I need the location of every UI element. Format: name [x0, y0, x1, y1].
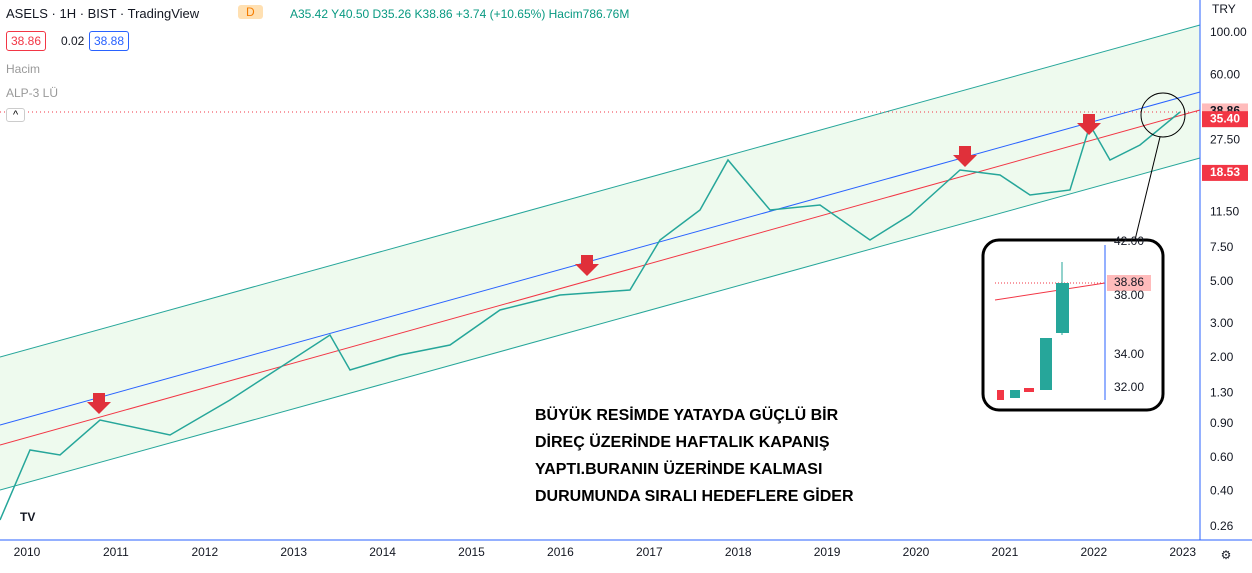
- year-label: 2019: [814, 545, 841, 559]
- inset-label: 32.00: [1114, 380, 1144, 394]
- year-label: 2016: [547, 545, 574, 559]
- annotation: BÜYÜK RESİMDE YATAYDA GÜÇLÜ BİR DİREÇ ÜZE…: [535, 402, 854, 510]
- price-tick-label: 3.00: [1210, 316, 1234, 330]
- inset-label: 42.00: [1114, 234, 1144, 248]
- price-tick-label: 5.00: [1210, 274, 1234, 288]
- price-tick-label: 1.30: [1210, 386, 1234, 400]
- price-tick-label: 60.00: [1210, 68, 1240, 82]
- price-tick-label: 0.60: [1210, 450, 1234, 464]
- tv-logo: TV: [20, 510, 35, 524]
- inset-candles: [994, 245, 1106, 400]
- price-tick-label: 11.50: [1210, 205, 1239, 219]
- year-label: 2020: [903, 545, 930, 559]
- inset-label: 34.00: [1114, 347, 1144, 361]
- year-label: 2017: [636, 545, 663, 559]
- price-tick-label: 0.26: [1210, 519, 1234, 533]
- resistance-line: [0, 91, 1201, 426]
- price-tick-label: 0.90: [1210, 416, 1234, 430]
- badge: D: [238, 5, 263, 19]
- arrows: [87, 114, 1101, 414]
- price-tick-label: 27.50: [1210, 132, 1240, 146]
- annotation-line: BÜYÜK RESİMDE YATAYDA GÜÇLÜ BİR: [535, 407, 839, 424]
- annotation-line: YAPTI.BURANIN ÜZERİNDE KALMASI: [535, 461, 823, 478]
- price-tick-label: 0.40: [1210, 483, 1234, 497]
- year-label: 2012: [191, 545, 218, 559]
- spread: 0.02: [61, 34, 85, 48]
- inset-label: 38.86: [1114, 275, 1144, 289]
- highlight-circle: [1140, 92, 1186, 138]
- channel-fill: [0, 25, 1200, 490]
- bid[interactable]: 38.86: [6, 31, 47, 51]
- channel-top: [0, 24, 1201, 358]
- annotation-line: DİREÇ ÜZERİNDE HAFTALIK KAPANIŞ: [535, 434, 830, 451]
- connector: [1134, 136, 1161, 241]
- indicator[interactable]: ALP-3 LÜ: [6, 86, 59, 100]
- price-tick-label: 2.00: [1210, 350, 1234, 364]
- year-label: 2014: [369, 545, 396, 559]
- symbol: ASELS · 1H · BIST · TradingView: [6, 6, 200, 21]
- inset-label: 38.00: [1114, 288, 1144, 302]
- price-tick-label: 100.00: [1210, 25, 1247, 39]
- collapse-button[interactable]: ^: [6, 108, 26, 122]
- year-label: 2022: [1080, 545, 1107, 559]
- indicator[interactable]: Hacim: [6, 62, 41, 76]
- ask[interactable]: 38.88: [89, 31, 130, 51]
- year-label: 2011: [103, 545, 129, 559]
- ohlc: A35.42 Y40.50 D35.26 K38.86 +3.74 (+10.6…: [290, 7, 630, 21]
- price-badge: [1202, 164, 1248, 181]
- price-tick-label: 7.50: [1210, 240, 1234, 254]
- year-label: 2013: [280, 545, 307, 559]
- year-label: 2010: [14, 545, 41, 559]
- channel-bottom: [0, 157, 1201, 491]
- mid-line: [0, 109, 1201, 446]
- price-badge-label: 18.53: [1210, 165, 1240, 179]
- year-label: 2018: [725, 545, 752, 559]
- year-label: 2021: [992, 545, 1019, 559]
- year-label: 2015: [458, 545, 485, 559]
- annotation-line: DURUMUNDA SIRALI HEDEFLERE GİDER: [535, 488, 854, 505]
- price-path: [0, 111, 1181, 521]
- currency: TRY: [1212, 2, 1236, 16]
- price-badge-label: 35.40: [1210, 111, 1240, 125]
- inset-badge: [1107, 275, 1151, 291]
- price-badge: [1202, 111, 1248, 128]
- settings-icon[interactable]: ⚙: [1221, 548, 1232, 562]
- year-label: 2023: [1169, 545, 1196, 559]
